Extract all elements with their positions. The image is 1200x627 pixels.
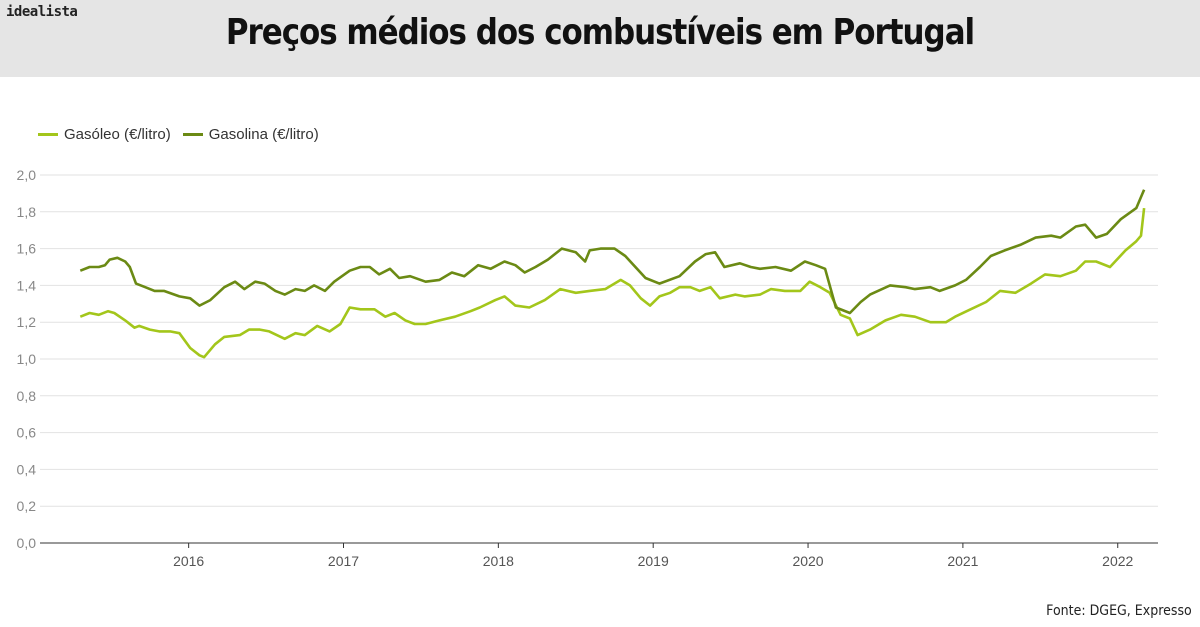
- legend-item-gasoleo: Gasóleo (€/litro): [38, 126, 171, 143]
- x-tick-label: 2022: [1102, 553, 1133, 569]
- source-note: Fonte: DGEG, Expresso: [1046, 603, 1192, 619]
- x-tick-label: 2021: [947, 553, 978, 569]
- x-tick-label: 2019: [638, 553, 669, 569]
- x-tick-label: 2016: [173, 553, 204, 569]
- y-tick-label: 1,4: [17, 277, 37, 293]
- legend-swatch-gasoleo: [38, 133, 58, 136]
- y-tick-label: 1,8: [17, 204, 37, 220]
- idealista-logo: idealista: [6, 4, 78, 20]
- y-tick-label: 1,0: [17, 351, 37, 367]
- series-line-gasolina: [79, 189, 1146, 315]
- series-line-gasoleo: [79, 207, 1146, 359]
- y-tick-label: 0,0: [17, 535, 37, 551]
- y-tick-label: 0,6: [17, 425, 37, 441]
- y-tick-label: 0,2: [17, 498, 37, 514]
- legend-label-gasoleo: Gasóleo (€/litro): [64, 126, 171, 143]
- title-banner: idealista Preços médios dos combustíveis…: [0, 0, 1200, 77]
- y-tick-label: 0,8: [17, 388, 37, 404]
- y-tick-label: 0,4: [17, 461, 37, 477]
- y-tick-label: 1,6: [17, 241, 37, 257]
- y-tick-label: 2,0: [17, 167, 37, 183]
- legend-item-gasolina: Gasolina (€/litro): [182, 126, 319, 143]
- legend: Gasóleo (€/litro) Gasolina (€/litro): [38, 126, 331, 143]
- x-tick-label: 2018: [483, 553, 514, 569]
- legend-swatch-gasolina: [182, 133, 203, 136]
- y-tick-label: 1,2: [17, 314, 37, 330]
- chart-title: Preços médios dos combustíveis em Portug…: [225, 12, 975, 53]
- x-tick-label: 2017: [328, 553, 359, 569]
- x-tick-label: 2020: [792, 553, 823, 569]
- legend-label-gasolina: Gasolina (€/litro): [208, 126, 319, 143]
